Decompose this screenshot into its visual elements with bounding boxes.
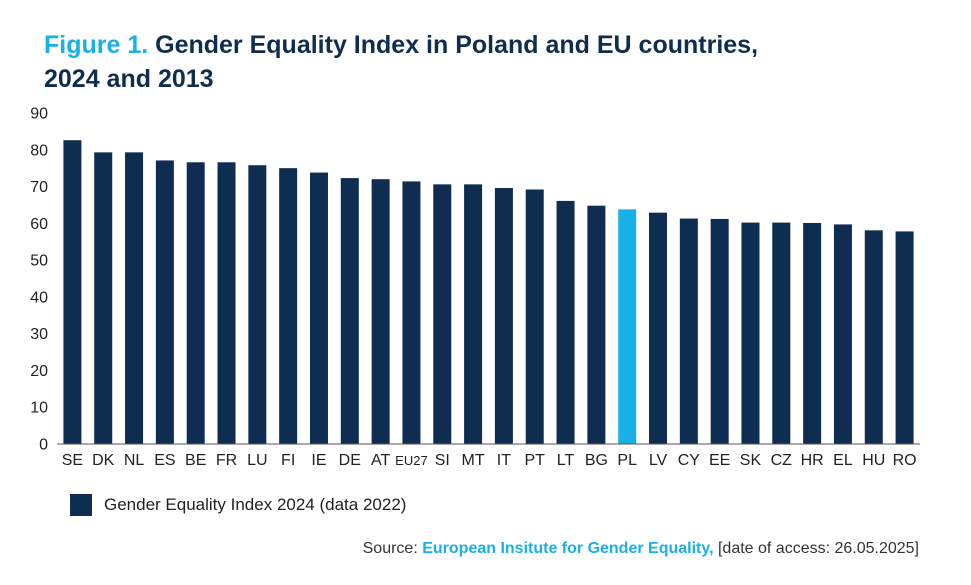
bar-lu [248,165,267,445]
y-tick-label: 0 [39,437,48,454]
x-tick-label: NL [124,452,145,469]
bar-sk [741,222,760,444]
x-tick-label: AT [371,452,390,469]
legend-label: Gender Equality Index 2024 (data 2022) [104,495,407,514]
x-tick-label: LU [247,452,267,469]
bar-pl [618,209,637,444]
bar-hr [803,222,822,444]
bar-lv [649,212,668,444]
legend: Gender Equality Index 2024 (data 2022) [70,494,406,516]
bar-nl [125,152,144,444]
bar-mt [464,184,483,445]
source-prefix: Source: [362,540,418,557]
bar-cz [772,222,791,444]
bar-ro [895,231,914,444]
y-tick-label: 40 [30,289,48,306]
bar-at [371,179,390,444]
x-tick-label: FI [281,452,295,469]
bar-be [186,162,205,444]
bar-dk [94,152,113,444]
x-tick-label: EE [709,452,730,469]
x-tick-label: BG [585,452,608,469]
y-tick-label: 80 [30,142,48,159]
y-tick-label: 30 [30,326,48,343]
bar-ee [710,218,729,444]
bar-si [433,184,452,445]
x-tick-label: LV [649,452,668,469]
x-tick-label: DE [339,452,361,469]
x-tick-label: PL [617,452,637,469]
bar-ie [309,172,328,444]
x-tick-label: EL [833,452,853,469]
bar-hu [864,230,883,444]
x-tick-label: CY [678,452,701,469]
y-tick-label: 90 [30,106,48,123]
bar-eu27 [402,181,421,444]
x-tick-label: HR [801,452,824,469]
source-organization: European Insitute for Gender Equality, [422,540,714,557]
x-tick-label: LT [557,452,575,469]
bar-fi [279,168,298,444]
y-tick-label: 10 [30,400,48,417]
figure-title: Gender Equality Index in Poland and EU c… [44,31,759,93]
y-tick-label: 60 [30,216,48,233]
y-tick-label: 20 [30,363,48,380]
x-tick-label: ES [154,452,175,469]
bar-fr [217,162,236,444]
x-tick-label: DK [92,452,115,469]
figure-label: Figure 1. [44,31,149,59]
bar-it [494,188,513,444]
source-note: Source: European Insitute for Gender Equ… [363,540,919,558]
bar-el [833,224,852,444]
bar-bg [587,205,606,444]
y-tick-label: 50 [30,253,48,270]
x-tick-label: RO [893,452,917,469]
x-tick-label: PT [525,452,546,469]
x-tick-label: EU27 [395,453,428,468]
source-suffix: [date of access: 26.05.2025] [717,540,919,557]
x-tick-label: IE [311,452,326,469]
y-tick-label: 70 [30,179,48,196]
bar-de [340,178,359,444]
x-tick-label: MT [462,452,485,469]
x-tick-label: CZ [771,452,793,469]
x-tick-label: SK [740,452,762,469]
x-tick-label: BE [185,452,206,469]
bar-es [155,160,174,444]
bar-lt [556,200,575,444]
x-tick-label: SI [435,452,450,469]
x-tick-label: FR [216,452,237,469]
chart-title: Figure 1. Gender Equality Index in Polan… [44,28,804,96]
bar-cy [679,218,698,444]
x-tick-label: HU [862,452,885,469]
x-tick-label: IT [497,452,511,469]
bar-pt [525,189,544,444]
x-tick-label: SE [62,452,83,469]
bar-se [63,140,82,444]
legend-swatch [70,494,92,516]
